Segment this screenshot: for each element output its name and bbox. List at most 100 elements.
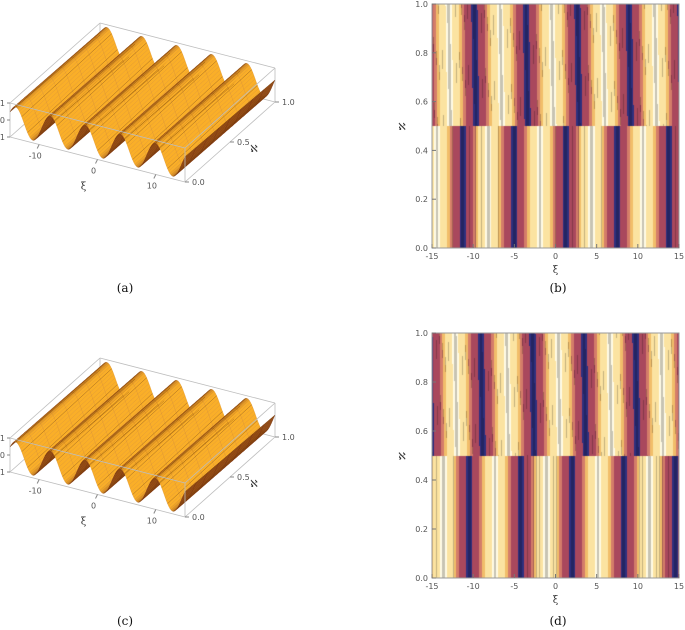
mesh-line: [184, 79, 276, 157]
mesh-line: [62, 393, 153, 477]
x-tick: [36, 144, 40, 149]
y-tick-label: 0.5: [237, 138, 250, 147]
box-edge: [9, 102, 186, 149]
panel-d-contour-plot: -15 -10 -5 0 5 10 15 0.0 0.2 0.4 0.6 0.8 1.0 ξ ℵ: [398, 329, 684, 606]
mesh-line: [50, 371, 141, 452]
x-tick-label: 10: [147, 182, 157, 191]
mesh-line: [132, 76, 223, 160]
mesh-line: [167, 420, 258, 504]
mesh-line: [97, 402, 188, 486]
mesh-line: [15, 362, 106, 443]
mesh-line: [144, 418, 235, 496]
y-tick-label: 0.0: [192, 513, 205, 522]
mesh-line: [161, 404, 252, 488]
x-tick-label: -10: [467, 252, 480, 261]
mesh-line: [56, 42, 147, 126]
x-tick-label: 15: [674, 582, 684, 591]
y-tick-label: 1.0: [282, 98, 295, 107]
mesh-line: [126, 60, 217, 144]
x-axis-label: ξ: [81, 182, 87, 193]
y-tick-label: 1.0: [282, 433, 295, 442]
mesh-line: [50, 36, 141, 117]
mesh-line: [144, 83, 235, 161]
x-tick: [153, 509, 157, 514]
z-tick-label: 1: [0, 99, 5, 108]
y-tick-label: 0.4: [415, 146, 428, 155]
x-axis-label: ξ: [553, 595, 559, 606]
mesh-line: [85, 380, 176, 461]
z-tick-label: -1: [0, 468, 5, 477]
mesh-line: [155, 63, 246, 144]
x-tick-label: 15: [674, 252, 684, 261]
caption-a: (a): [117, 281, 134, 295]
mesh-line: [91, 51, 182, 135]
x-tick-label: -15: [425, 252, 438, 261]
y-tick-label: 0.6: [415, 427, 428, 436]
contour-field: [432, 333, 679, 578]
box-edge: [9, 437, 186, 484]
contour-field: [432, 4, 679, 248]
box-edge: [184, 67, 276, 149]
mesh-line: [132, 411, 223, 495]
caption-d: (d): [549, 614, 566, 628]
x-tick-label: 0: [553, 252, 558, 261]
x-tick-label: -15: [425, 582, 438, 591]
x-tick: [36, 479, 40, 484]
z-tick-label: 0: [0, 451, 5, 460]
y-axis-label: ℵ: [250, 479, 258, 490]
x-tick: [153, 174, 157, 179]
mesh-line: [91, 386, 182, 470]
y-axis-label: ℵ: [398, 122, 406, 133]
y-tick-label: 0.0: [415, 574, 428, 583]
x-tick-label: 10: [633, 582, 643, 591]
mesh-line: [62, 58, 153, 142]
y-tick-label: 0.6: [415, 98, 428, 107]
x-tick-label: 5: [594, 582, 599, 591]
z-tick-label: 1: [0, 434, 5, 443]
mesh-line: [27, 384, 118, 468]
mesh-line: [109, 74, 200, 152]
z-tick-label: -1: [0, 133, 5, 142]
mesh-line: [161, 69, 252, 153]
mesh-line: [109, 409, 200, 487]
mesh-line: [120, 54, 211, 135]
mesh-line: [167, 85, 258, 169]
y-tick-label: 0.8: [415, 378, 428, 387]
box-edge: [99, 22, 276, 69]
mesh-line: [21, 33, 112, 117]
mesh-line: [74, 65, 165, 143]
x-tick-label: 10: [147, 517, 157, 526]
mesh-line: [155, 398, 246, 479]
y-tick-label: 0.5: [237, 473, 250, 482]
mesh-line: [21, 368, 112, 452]
x-tick-label: 0: [91, 502, 96, 511]
y-tick-label: 0.8: [415, 49, 428, 58]
mesh-line: [179, 92, 270, 170]
caption-b: (b): [549, 281, 566, 295]
box-edge: [9, 22, 101, 104]
y-tick-label: 0.2: [415, 525, 428, 534]
x-tick: [95, 159, 98, 164]
x-tick-label: 0: [553, 582, 558, 591]
x-tick-label: 0: [91, 167, 96, 176]
box-edge: [9, 357, 101, 439]
y-tick-label: 0.2: [415, 195, 428, 204]
panel-b-contour-plot: -15 -10 -5 0 5 10 15 0.0 0.2 0.4 0.6 0.8 1.0 ξ ℵ: [398, 0, 684, 276]
y-axis-label: ℵ: [398, 452, 406, 463]
box-edge: [184, 402, 276, 484]
caption-c: (c): [117, 614, 133, 628]
mesh-line: [27, 49, 118, 133]
mesh-line: [85, 45, 176, 126]
y-tick-label: 0.4: [415, 476, 428, 485]
x-tick-label: 5: [594, 252, 599, 261]
y-tick-label: 1.0: [415, 0, 428, 9]
mesh-line: [179, 427, 270, 505]
mesh-line: [56, 377, 147, 461]
mesh-line: [97, 67, 188, 151]
y-tick-label: 0.0: [415, 244, 428, 253]
x-tick-label: -10: [467, 582, 480, 591]
mesh-line: [15, 27, 106, 108]
mesh-line: [74, 400, 165, 478]
